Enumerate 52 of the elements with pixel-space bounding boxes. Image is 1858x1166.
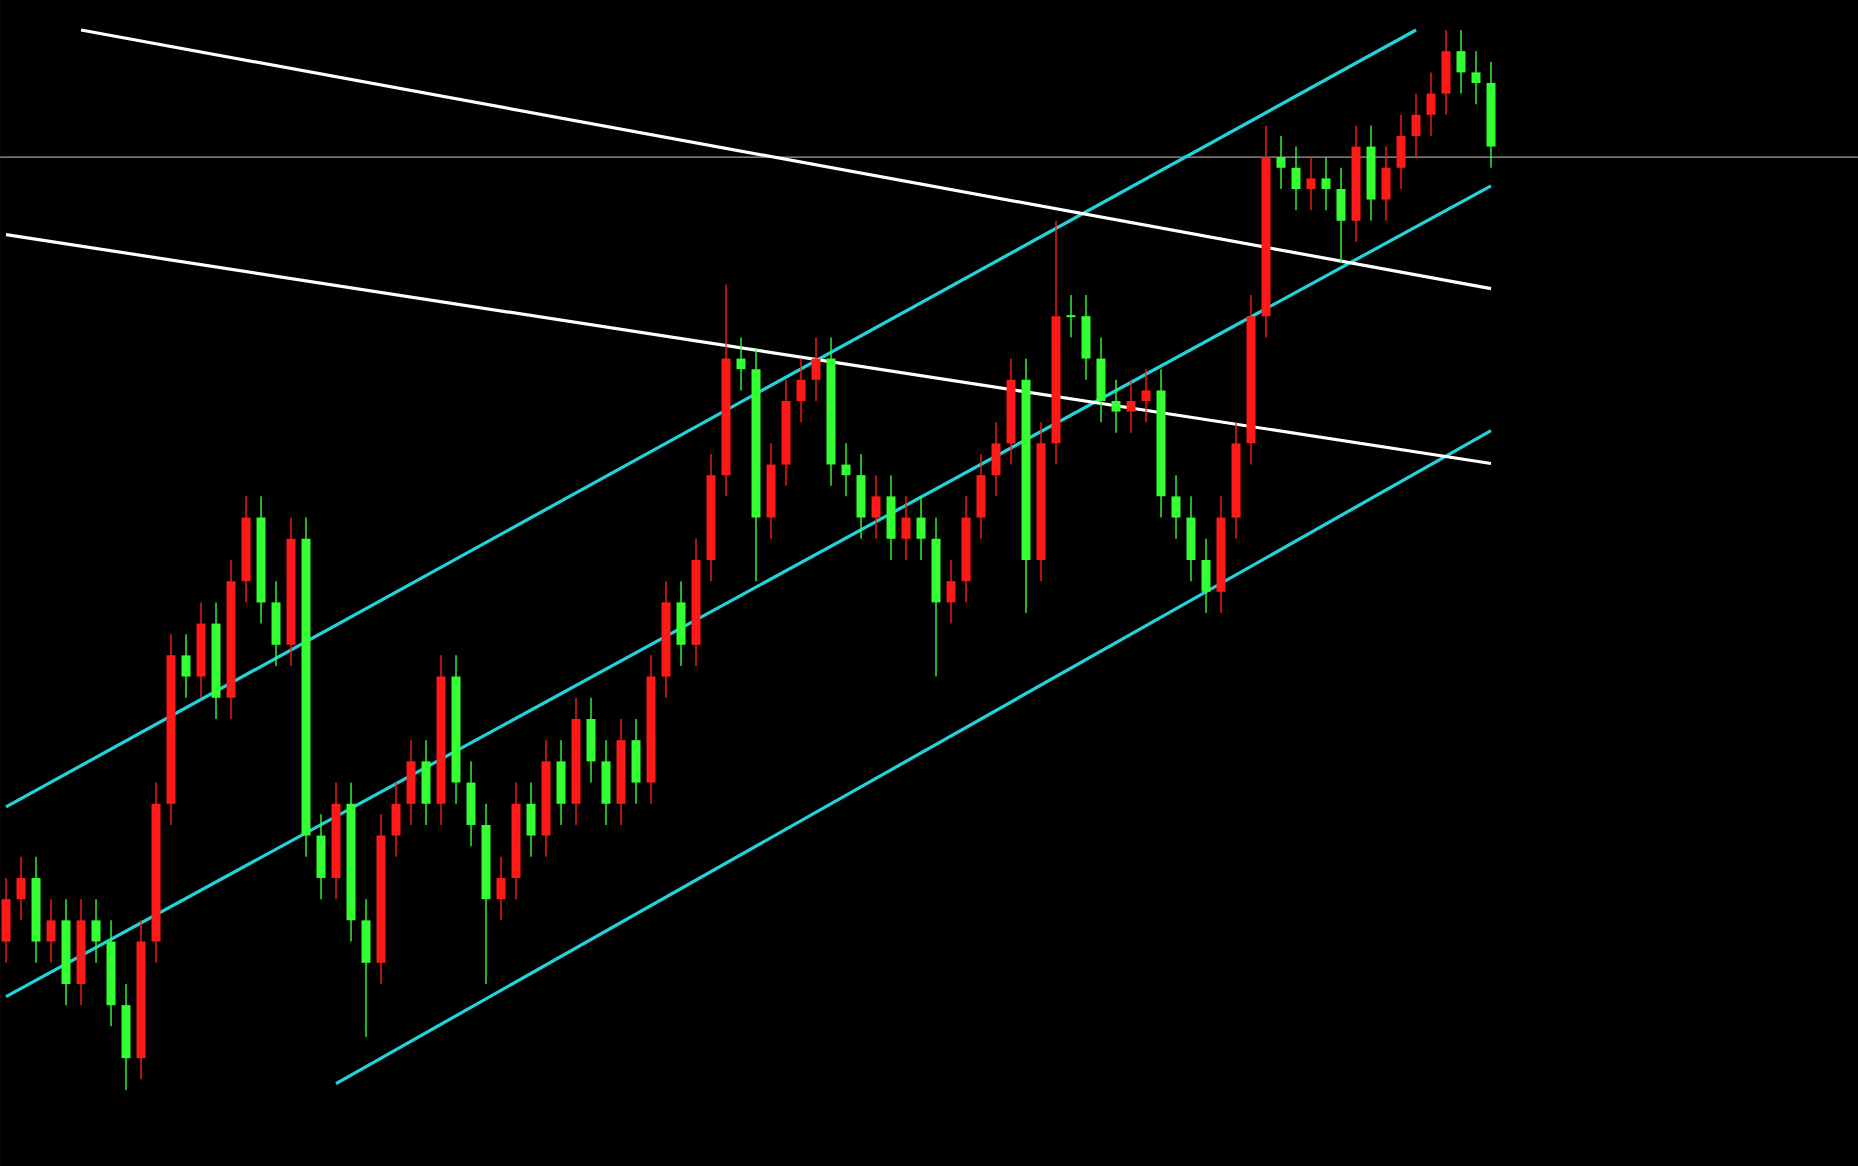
- candlestick: [1336, 167, 1346, 264]
- candlestick: [871, 474, 881, 540]
- candlestick: [976, 453, 986, 540]
- candlestick: [1111, 379, 1121, 434]
- candlestick: [1186, 495, 1196, 582]
- candlestick: [946, 559, 956, 625]
- candlestick: [46, 898, 56, 964]
- candlestick: [316, 813, 326, 900]
- candlestick: [91, 898, 101, 964]
- candlestick: [901, 495, 911, 561]
- candlestick: [1381, 145, 1391, 222]
- candlestick: [886, 474, 896, 561]
- candlestick: [676, 580, 686, 667]
- candlestick: [586, 697, 596, 784]
- candlestick: [796, 357, 806, 423]
- candlestick: [1065, 294, 1077, 339]
- candlestick: [496, 856, 506, 922]
- candlestick: [811, 336, 821, 402]
- candlestick: [1201, 538, 1211, 614]
- candlestick: [631, 718, 641, 805]
- candlestick: [361, 898, 371, 1038]
- candlestick: [421, 739, 431, 826]
- candlestick: [1126, 379, 1136, 434]
- candlestick: [1291, 145, 1301, 211]
- candlestick: [1426, 71, 1436, 137]
- candlestick: [406, 739, 416, 826]
- candlestick: [841, 442, 851, 498]
- candlestick: [1171, 474, 1181, 540]
- candlestick: [181, 633, 191, 699]
- candlestick: [1, 877, 11, 964]
- candlestick: [1441, 29, 1451, 116]
- candlestick: [466, 760, 476, 847]
- candlestick: [601, 739, 611, 826]
- candlestick: [16, 856, 26, 922]
- candlestick: [856, 453, 866, 540]
- candlestick: [1411, 92, 1421, 158]
- candlestick: [526, 781, 536, 858]
- candlestick: [556, 739, 566, 826]
- candlestick: [1306, 156, 1316, 211]
- candlestick: [736, 336, 746, 392]
- candlestick: [916, 495, 926, 561]
- candlestick: [1081, 294, 1091, 381]
- candlestick: [991, 421, 1001, 498]
- candlestick: [1471, 50, 1481, 105]
- candlestick: [1141, 368, 1151, 423]
- candlestick: [1396, 114, 1406, 190]
- candlestick: [1456, 29, 1466, 95]
- candlestick: [1096, 336, 1106, 423]
- candlestick: [271, 580, 281, 667]
- candlestick: [391, 781, 401, 858]
- candlestick: [1276, 135, 1286, 190]
- candlestick: [1321, 156, 1331, 211]
